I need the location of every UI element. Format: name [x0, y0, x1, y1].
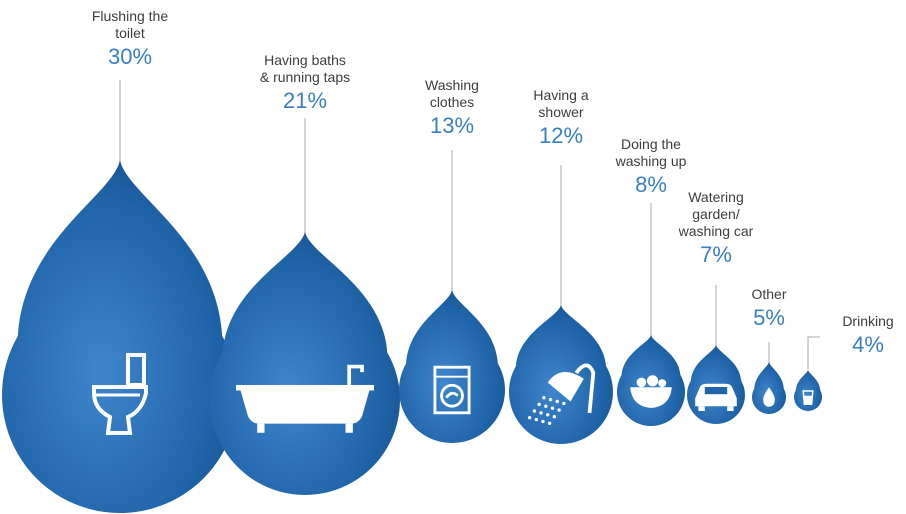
percent-value: 5% [753, 305, 785, 330]
category-label: Other 5% [734, 286, 804, 331]
category-label: Flushing the toilet 30% [65, 8, 195, 70]
category-name: Other [751, 286, 787, 302]
percent-value: 13% [429, 113, 475, 138]
percent-value: 4% [852, 332, 884, 357]
washing-machine-icon [433, 365, 471, 415]
percent-value: 8% [635, 172, 667, 197]
percent-value: 21% [282, 88, 328, 113]
water-drop-mark [209, 232, 400, 495]
percent-value: 30% [107, 44, 153, 69]
category-label: Doing the washing up 8% [591, 136, 711, 198]
water-drop-mark [1, 160, 239, 513]
shower-head-icon [527, 363, 596, 426]
category-label: Having baths & running taps 21% [230, 52, 380, 114]
bathtub-icon [236, 364, 374, 433]
toilet-icon [92, 353, 148, 435]
dish-basin-icon [630, 375, 672, 408]
category-name: Doing the washing up [615, 136, 687, 169]
water-drop-icon [763, 387, 775, 407]
category-name: Having baths & running taps [259, 52, 351, 85]
category-label: Washing clothes 13% [402, 77, 502, 139]
glass-icon [802, 390, 814, 405]
percent-value: 12% [538, 123, 584, 148]
category-label: Drinking 4% [828, 313, 906, 358]
category-name: Watering garden/ washing car [678, 189, 754, 239]
percent-value: 7% [700, 242, 732, 267]
category-label: Watering garden/ washing car 7% [661, 189, 771, 268]
category-label: Having a shower 12% [511, 87, 611, 149]
category-name: Flushing the toilet [91, 8, 169, 41]
connector-line [807, 336, 820, 370]
car-icon [695, 383, 737, 411]
category-name: Having a shower [533, 87, 589, 120]
category-name: Drinking [842, 313, 894, 329]
category-name: Washing clothes [425, 77, 479, 110]
